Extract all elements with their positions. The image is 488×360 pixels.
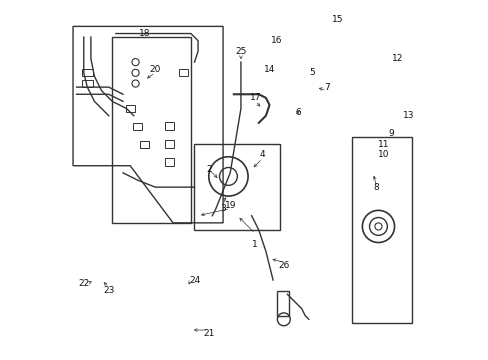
Text: 12: 12	[391, 54, 403, 63]
Text: 1: 1	[252, 240, 258, 249]
Bar	[133, 123, 142, 130]
Bar	[82, 69, 93, 76]
Text: 11: 11	[377, 140, 389, 149]
Text: 9: 9	[387, 129, 393, 138]
Text: 7: 7	[323, 83, 329, 92]
Text: 13: 13	[402, 111, 414, 120]
Bar	[276, 291, 288, 316]
Bar	[165, 122, 174, 130]
Text: 17: 17	[249, 93, 261, 102]
Text: 16: 16	[270, 36, 282, 45]
Text: 24: 24	[188, 275, 200, 284]
Text: 5: 5	[309, 68, 315, 77]
Bar	[194, 144, 280, 230]
Bar	[351, 137, 411, 323]
Text: 4: 4	[259, 150, 264, 159]
Bar	[112, 37, 190, 223]
Text: 2: 2	[205, 165, 211, 174]
Bar	[165, 158, 174, 166]
Text: 26: 26	[278, 261, 289, 270]
Bar	[165, 140, 174, 148]
Text: 8: 8	[373, 183, 379, 192]
Text: 6: 6	[295, 108, 300, 117]
Text: 22: 22	[78, 279, 89, 288]
Text: 15: 15	[331, 15, 343, 24]
Bar	[125, 105, 135, 112]
Text: 14: 14	[264, 65, 275, 74]
Text: 20: 20	[149, 65, 161, 74]
Text: 18: 18	[139, 29, 150, 38]
Bar	[179, 68, 188, 76]
Bar	[140, 141, 149, 148]
Text: 19: 19	[224, 201, 236, 210]
Text: 3: 3	[220, 204, 225, 213]
Text: 25: 25	[235, 47, 246, 56]
Text: 21: 21	[203, 329, 214, 338]
Text: 23: 23	[103, 286, 114, 295]
Bar	[82, 80, 93, 87]
Text: 10: 10	[377, 150, 389, 159]
